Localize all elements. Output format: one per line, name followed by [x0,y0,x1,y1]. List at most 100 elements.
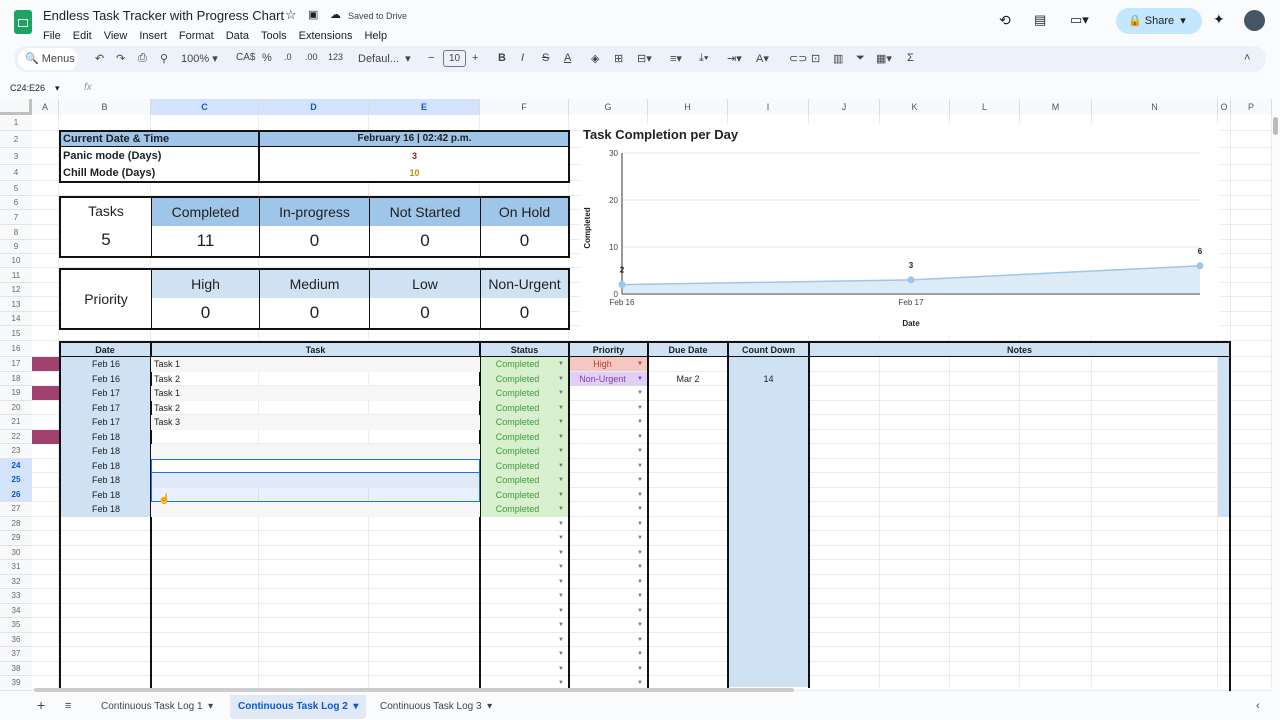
chill-mode-value[interactable]: 10 [409,168,420,178]
menu-format[interactable]: Format [178,30,214,42]
meet-icon[interactable]: ▭▾ [1070,12,1089,27]
zoom-select[interactable]: 100% ▾ [181,53,218,65]
column-header-G[interactable]: G [569,99,648,115]
status-dropdown-arrow-icon[interactable]: ▼ [558,477,564,483]
wrap-icon[interactable]: ⇥▾ [727,53,742,65]
menu-edit[interactable]: Edit [72,30,92,42]
status-cell[interactable]: Completed [495,402,540,413]
priority-cell[interactable]: High [570,357,647,371]
menu-file[interactable]: File [43,30,61,42]
status-dropdown-arrow-icon[interactable]: ▼ [558,535,564,541]
status-dropdown-arrow-icon[interactable]: ▼ [558,419,564,425]
priority-dropdown-arrow-icon[interactable]: ▼ [637,375,643,382]
column-header-L[interactable]: L [950,99,1020,115]
status-cell[interactable]: Completed [495,388,540,398]
row-header[interactable]: 26 [0,487,32,502]
row-header[interactable]: 38 [0,661,32,676]
strikethrough-icon[interactable]: S [542,52,550,64]
priority-dropdown-arrow-icon[interactable]: ▼ [637,433,643,440]
valign-icon[interactable]: ⤓▾ [699,52,709,64]
priority-dropdown-arrow-icon[interactable]: ▼ [637,651,643,657]
header-countdown[interactable]: Count Down [742,345,795,355]
date-cell[interactable]: Feb 18 [91,475,121,485]
status-cell[interactable]: Completed [495,460,540,471]
status-dropdown-arrow-icon[interactable]: ▼ [558,680,564,686]
row-header[interactable]: 7 [0,210,32,225]
header-due[interactable]: Due Date [668,345,708,355]
chart-icon[interactable]: ▥ [833,53,844,65]
column-header-B[interactable]: B [59,99,151,115]
doc-title[interactable]: Endless Task Tracker with Progress Chart [43,8,285,23]
row-header[interactable]: 24 [0,458,32,473]
priority-dropdown-arrow-icon[interactable]: ▼ [637,607,643,614]
undo-icon[interactable]: ↶ [95,53,105,65]
status-cell[interactable]: Completed [495,431,540,442]
priority-dropdown-arrow-icon[interactable]: ▼ [637,636,643,643]
status-cell[interactable]: Completed [495,489,540,500]
sheet-tab[interactable]: Continuous Task Log 3 ▾ [380,701,493,712]
menu-tools[interactable]: Tools [260,30,287,42]
row-header[interactable]: 11 [0,268,32,283]
column-header-F[interactable]: F [480,99,569,115]
status-cell[interactable]: Completed [495,504,540,514]
row-header[interactable]: 30 [0,545,32,560]
status-dropdown-arrow-icon[interactable]: ▼ [558,375,564,382]
link-icon[interactable]: ⊂⊃ [789,53,808,65]
increase-decimal-button[interactable]: .00 [305,52,318,62]
priority-dropdown-arrow-icon[interactable]: ▼ [637,361,643,367]
column-header-A[interactable]: A [32,99,59,115]
row-header[interactable]: 4 [0,165,32,181]
row-header[interactable]: 28 [0,516,32,531]
status-dropdown-arrow-icon[interactable]: ▼ [558,462,564,469]
row-header[interactable]: 33 [0,589,32,604]
row-header[interactable]: 27 [0,502,32,517]
status-dropdown-arrow-icon[interactable]: ▼ [558,665,564,672]
italic-icon[interactable]: I [521,52,525,64]
priority-dropdown-arrow-icon[interactable]: ▼ [637,564,643,570]
header-task[interactable]: Task [305,345,326,355]
priority-dropdown-arrow-icon[interactable]: ▼ [637,491,643,498]
task-cell[interactable]: Task 2 [154,373,181,384]
chart[interactable]: Task Completion per Day 0 10 20 30 2 3 6 Feb 16 F… [580,124,1220,336]
font-size-input[interactable]: 10 [443,50,467,67]
sheet-tab[interactable]: Continuous Task Log 2 ▾ [230,695,367,719]
print-icon[interactable]: ⎙ [138,52,147,64]
priority-dropdown-arrow-icon[interactable]: ▼ [637,665,643,672]
row-header[interactable]: 22 [0,429,32,444]
status-cell[interactable]: Completed [495,446,540,456]
date-cell[interactable]: Feb 18 [91,446,121,456]
date-cell[interactable]: Feb 17 [91,402,121,413]
priority-dropdown-arrow-icon[interactable]: ▼ [637,680,643,686]
status-dropdown-arrow-icon[interactable]: ▼ [558,578,564,585]
header-priority[interactable]: Priority [592,345,625,355]
status-cell[interactable]: Completed [495,417,540,427]
task-cell[interactable]: Task 1 [154,388,181,398]
sheet-tab[interactable]: Continuous Task Log 1 ▾ [101,701,214,712]
status-dropdown-arrow-icon[interactable]: ▼ [558,520,564,527]
column-header-H[interactable]: H [648,99,728,115]
percent-button[interactable]: % [262,52,272,64]
status-dropdown-arrow-icon[interactable]: ▼ [558,390,564,396]
avatar[interactable] [1244,10,1265,31]
row-header[interactable]: 10 [0,254,32,268]
menu-view[interactable]: View [103,30,128,42]
row-header[interactable]: 8 [0,225,32,240]
row-header[interactable]: 13 [0,297,32,312]
status-cell[interactable]: Completed [495,475,540,485]
priority-dropdown-arrow-icon[interactable]: ▼ [637,520,643,527]
column-header-P[interactable]: P [1231,99,1272,115]
row-header[interactable]: 18 [0,371,32,386]
row-header[interactable]: 32 [0,574,32,589]
row-header[interactable]: 1 [0,115,32,131]
row-header[interactable]: 17 [0,357,32,372]
history-icon[interactable]: ⟲ [999,12,1011,28]
status-cell[interactable]: Completed [495,359,540,369]
row-header[interactable]: 35 [0,618,32,633]
rotate-icon[interactable]: A▾ [756,53,769,65]
task-cell[interactable]: Task 1 [154,359,181,369]
vertical-scrollbar[interactable] [1273,117,1278,135]
priority-dropdown-arrow-icon[interactable]: ▼ [637,549,643,556]
fill-color-icon[interactable]: ◈ [591,53,600,65]
column-header-I[interactable]: I [728,99,809,115]
status-dropdown-arrow-icon[interactable]: ▼ [558,651,564,657]
